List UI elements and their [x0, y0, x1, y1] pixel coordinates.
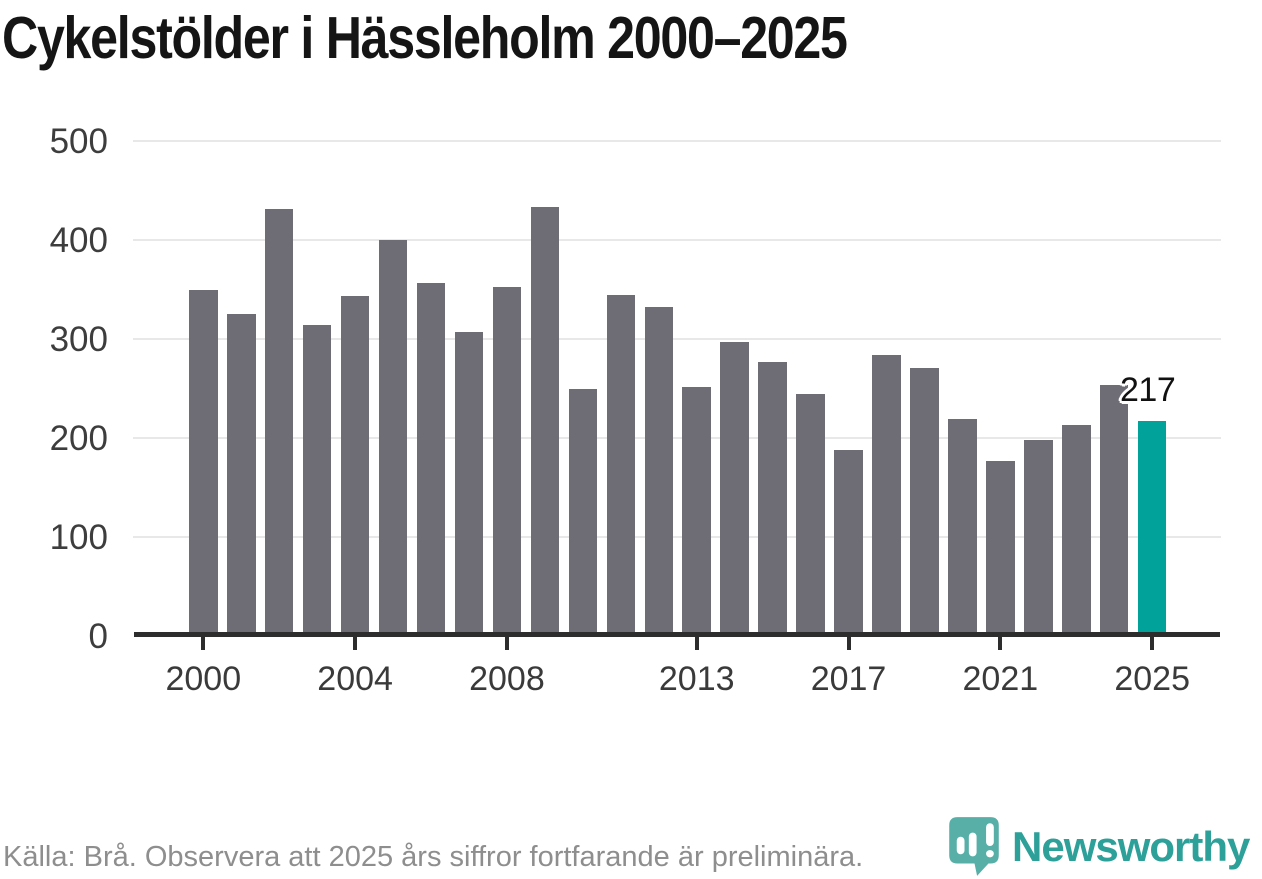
- bar-2018: [872, 354, 901, 636]
- bar-2023: [1062, 425, 1091, 636]
- bar-2006: [416, 282, 446, 636]
- bar-2012: [644, 307, 673, 636]
- bar-2005: [378, 240, 408, 636]
- y-axis-label-400: 400: [49, 221, 108, 260]
- x-tick-2000: [201, 637, 206, 650]
- bar-2010: [568, 388, 598, 636]
- bar-2016: [796, 394, 825, 636]
- bar-2000: [189, 289, 218, 636]
- bar-2019: [910, 367, 939, 636]
- bar-2011: [606, 295, 636, 636]
- y-axis-label-200: 200: [49, 419, 108, 458]
- bar-2024: [1099, 384, 1129, 636]
- gridline-200: [133, 437, 1221, 439]
- x-tick-2004: [353, 637, 358, 650]
- x-axis-label-2000: 2000: [165, 660, 242, 698]
- bar-2008: [492, 286, 522, 636]
- y-axis-label-500: 500: [49, 122, 108, 161]
- bar-2025: [1137, 421, 1167, 636]
- x-axis-label-2013: 2013: [658, 660, 735, 698]
- bar-2013: [682, 386, 711, 636]
- bar-2021: [986, 460, 1015, 636]
- bar-2014: [720, 341, 749, 636]
- bar-2022: [1024, 439, 1053, 636]
- x-tick-2025: [1150, 637, 1155, 650]
- bar-2007: [454, 332, 484, 636]
- chart-title: Cykelstölder i Hässleholm 2000–2025: [2, 5, 848, 71]
- bar-2020: [948, 419, 977, 636]
- x-axis-label-2021: 2021: [962, 660, 1039, 698]
- bar-2017: [834, 449, 863, 636]
- bar-2002: [264, 209, 294, 636]
- x-axis-label-2017: 2017: [810, 660, 887, 698]
- gridline-100: [133, 536, 1221, 538]
- bar-2009: [530, 207, 560, 636]
- y-axis-label-300: 300: [49, 320, 108, 359]
- x-axis-label-2025: 2025: [1114, 660, 1190, 698]
- x-tick-2017: [846, 637, 851, 650]
- y-axis-label-100: 100: [49, 518, 108, 557]
- x-tick-2008: [504, 637, 509, 650]
- bar-2001: [227, 314, 256, 636]
- gridline-500: [133, 140, 1221, 142]
- newsworthy-wordmark: Newsworthy: [1012, 823, 1250, 870]
- bar-2015: [758, 361, 787, 636]
- highlight-value-label: 217: [1120, 371, 1176, 409]
- bar-2004: [340, 296, 370, 636]
- bar-2003: [302, 325, 332, 636]
- x-tick-2021: [998, 637, 1003, 650]
- gridline-400: [133, 239, 1221, 241]
- x-axis-label-2004: 2004: [317, 660, 393, 698]
- x-tick-2013: [694, 637, 699, 650]
- x-axis-label-2008: 2008: [469, 660, 545, 698]
- gridline-300: [133, 338, 1221, 340]
- y-axis-label-0: 0: [88, 617, 108, 656]
- source-note: Källa: Brå. Observera att 2025 års siffr…: [3, 841, 864, 873]
- newsworthy-logo: Newsworthy: [946, 814, 1250, 878]
- x-axis-line: [134, 632, 1220, 637]
- newsworthy-bubble-chart-icon: [949, 817, 999, 876]
